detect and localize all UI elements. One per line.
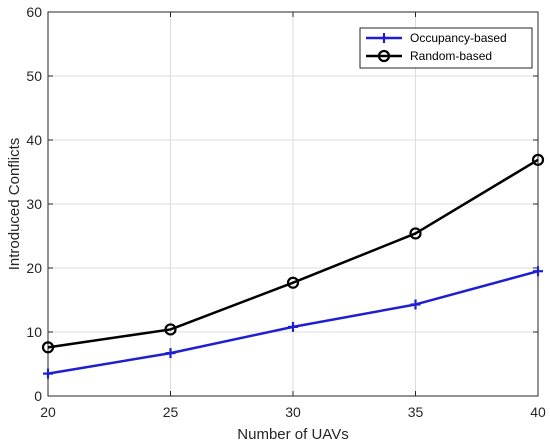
series-layer [41,153,545,379]
series-occupancy-based [43,266,543,379]
y-tick-label: 10 [26,324,42,340]
y-tick-label: 50 [26,68,42,84]
x-tick-label: 20 [40,404,56,420]
legend-label-random: Random-based [410,49,492,63]
data-point [533,266,543,277]
series-line [47,158,539,349]
x-tick-label: 30 [285,404,301,420]
x-tick-label: 40 [530,404,546,420]
data-point [288,321,298,332]
data-point [531,153,545,166]
y-tick-label: 0 [34,388,42,404]
legend: Occupancy-based Random-based [359,27,533,69]
x-axis-label: Number of UAVs [237,426,348,443]
grid [48,12,538,396]
x-tick-label: 25 [163,404,179,420]
data-point [409,227,422,240]
data-point [410,299,421,310]
data-point [41,341,55,354]
y-tick-label: 30 [26,196,42,212]
legend-label-occupancy: Occupancy-based [410,31,507,45]
data-point [286,276,300,289]
legend-circle-marker [377,49,391,63]
legend-item-occupancy: Occupancy-based [366,31,507,45]
y-tick-label: 20 [26,260,42,276]
data-point [43,368,53,379]
series-random-based [41,153,545,354]
legend-marker-plus [379,33,389,43]
data-point [164,323,177,336]
legend-plus-marker [379,33,389,43]
legend-box [359,27,533,69]
x-tick-label: 35 [408,404,424,420]
axis-ticks: 20 25 30 35 40 0 10 20 30 40 50 60 [26,4,546,420]
y-tick-label: 40 [26,132,42,148]
legend-marker-circle [377,49,391,63]
y-tick-label: 60 [26,4,42,20]
data-point [165,348,176,359]
legend-item-random: Random-based [366,49,492,63]
y-axis-label: Introduced Conflicts [6,138,23,271]
